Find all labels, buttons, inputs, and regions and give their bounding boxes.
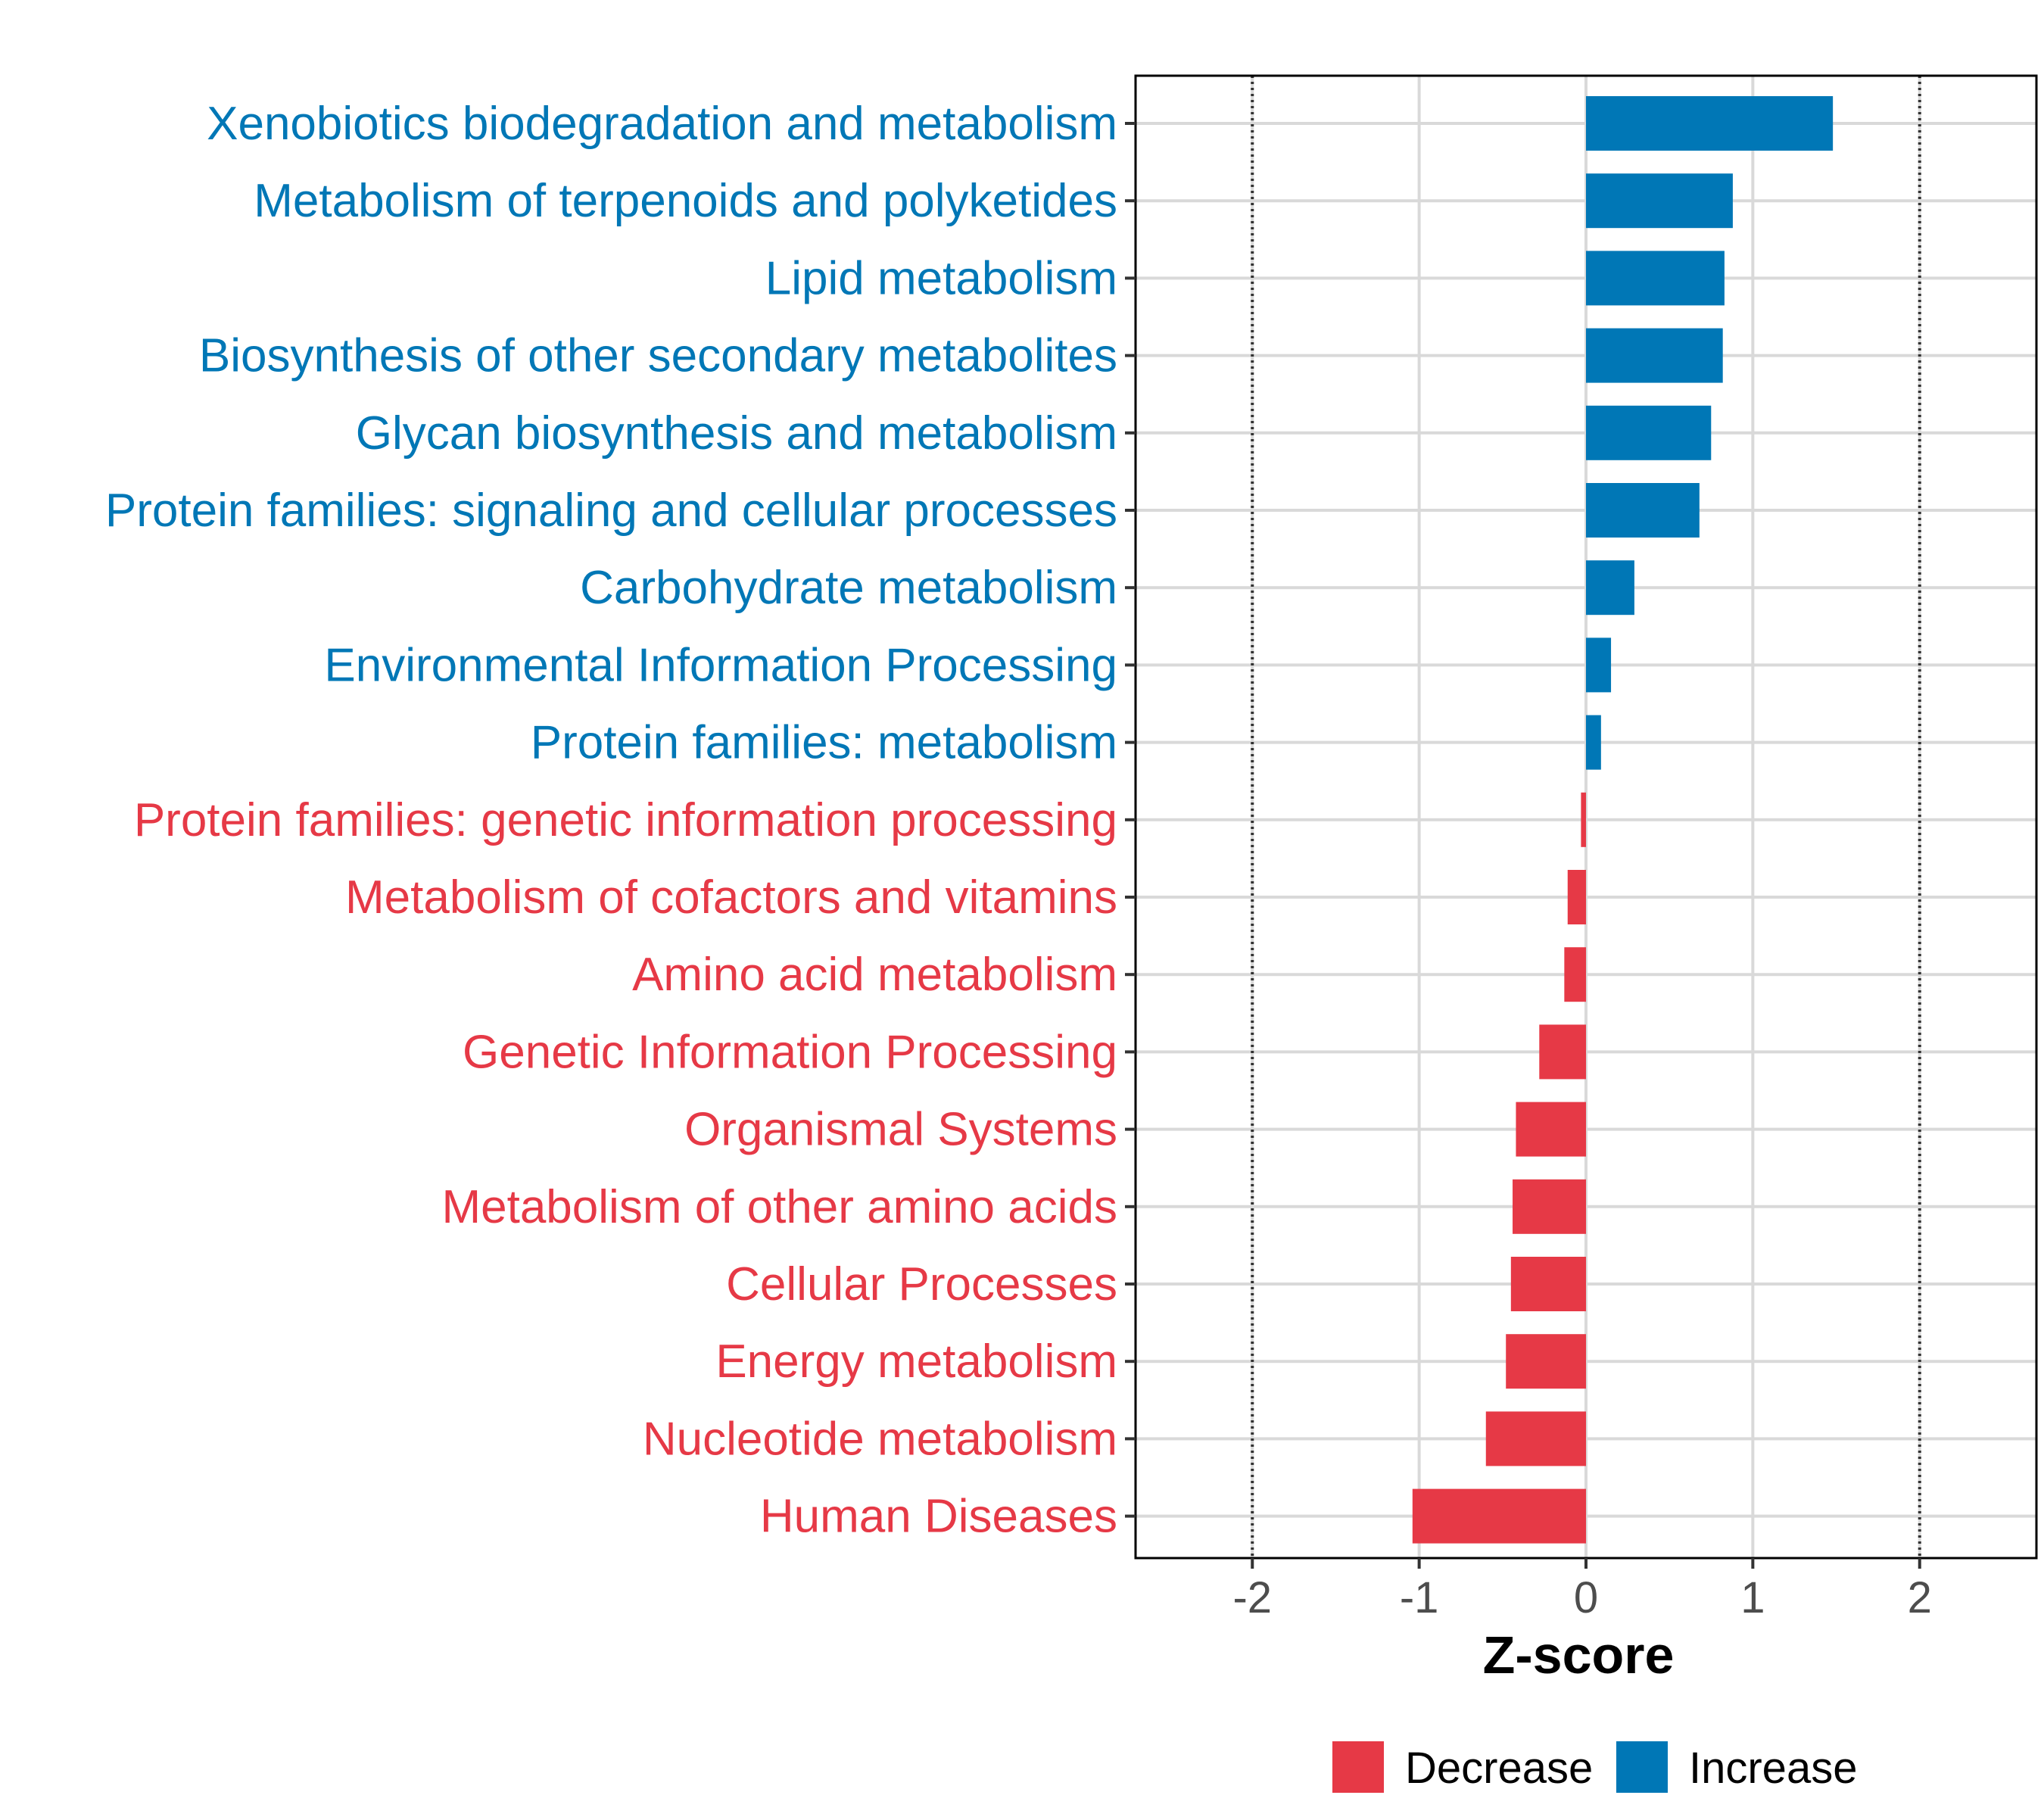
category-label: Organismal Systems — [684, 1104, 1117, 1156]
bar-decrease — [1412, 1488, 1586, 1544]
legend-label: Decrease — [1405, 1744, 1593, 1793]
category-label: Xenobiotics biodegradation and metabolis… — [207, 98, 1117, 150]
bar-increase — [1586, 251, 1725, 306]
legend: Decrease Increase — [1332, 1741, 1857, 1793]
category-label: Protein families: signaling and cellular… — [105, 485, 1117, 537]
x-tick-label: -2 — [1232, 1573, 1272, 1622]
category-label: Glycan biosynthesis and metabolism — [356, 407, 1117, 460]
legend-swatch — [1616, 1741, 1668, 1793]
category-label: Metabolism of cofactors and vitamins — [345, 871, 1117, 924]
reference-lines — [1251, 76, 1921, 1558]
bar-decrease — [1485, 1411, 1586, 1466]
bar-increase — [1586, 560, 1634, 616]
category-label: Nucleotide metabolism — [643, 1413, 1117, 1465]
category-label: Lipid metabolism — [765, 252, 1117, 304]
bar-decrease — [1513, 1179, 1586, 1234]
category-label: Protein families: genetic information pr… — [134, 794, 1117, 846]
bar-decrease — [1510, 1257, 1586, 1311]
bar-increase — [1586, 405, 1712, 460]
category-label: Biosynthesis of other secondary metaboli… — [199, 330, 1117, 382]
legend-item-increase: Increase — [1616, 1741, 1857, 1793]
bar-decrease — [1564, 947, 1586, 1002]
bars — [1412, 96, 1834, 1544]
category-label: Genetic Information Processing — [463, 1026, 1117, 1078]
x-axis-ticks: -2 -1 0 1 2 — [1232, 1558, 1932, 1622]
x-tick-label: -1 — [1400, 1573, 1439, 1622]
bar-decrease — [1539, 1024, 1586, 1080]
bar-increase — [1586, 328, 1723, 383]
bar-increase — [1586, 483, 1700, 538]
category-label: Metabolism of other amino acids — [441, 1181, 1117, 1233]
category-label: Energy metabolism — [715, 1335, 1117, 1388]
legend-item-decrease: Decrease — [1332, 1741, 1593, 1793]
legend-label: Increase — [1689, 1744, 1857, 1793]
x-tick-label: 1 — [1740, 1573, 1765, 1622]
bar-increase — [1586, 637, 1612, 693]
x-tick-label: 2 — [1908, 1573, 1932, 1622]
category-label: Metabolism of terpenoids and polyketides — [254, 175, 1117, 227]
bar-increase — [1586, 173, 1733, 229]
bar-decrease — [1506, 1334, 1586, 1389]
legend-swatch — [1332, 1741, 1384, 1793]
category-labels: Xenobiotics biodegradation and metabolis… — [105, 98, 1117, 1543]
bar-decrease — [1581, 792, 1586, 847]
category-label: Amino acid metabolism — [632, 949, 1117, 1001]
x-axis-title: Z-score — [1483, 1625, 1675, 1685]
bar-increase — [1586, 96, 1834, 151]
category-label: Carbohydrate metabolism — [580, 562, 1117, 614]
bar-decrease — [1567, 870, 1586, 924]
y-axis-ticks — [1125, 122, 1136, 1518]
category-label: Human Diseases — [760, 1491, 1117, 1543]
category-label: Protein families: metabolism — [531, 717, 1117, 769]
category-label: Environmental Information Processing — [324, 639, 1117, 691]
category-label: Cellular Processes — [726, 1258, 1117, 1311]
bar-decrease — [1516, 1102, 1586, 1157]
bar-increase — [1586, 715, 1601, 770]
x-tick-label: 0 — [1574, 1573, 1598, 1622]
